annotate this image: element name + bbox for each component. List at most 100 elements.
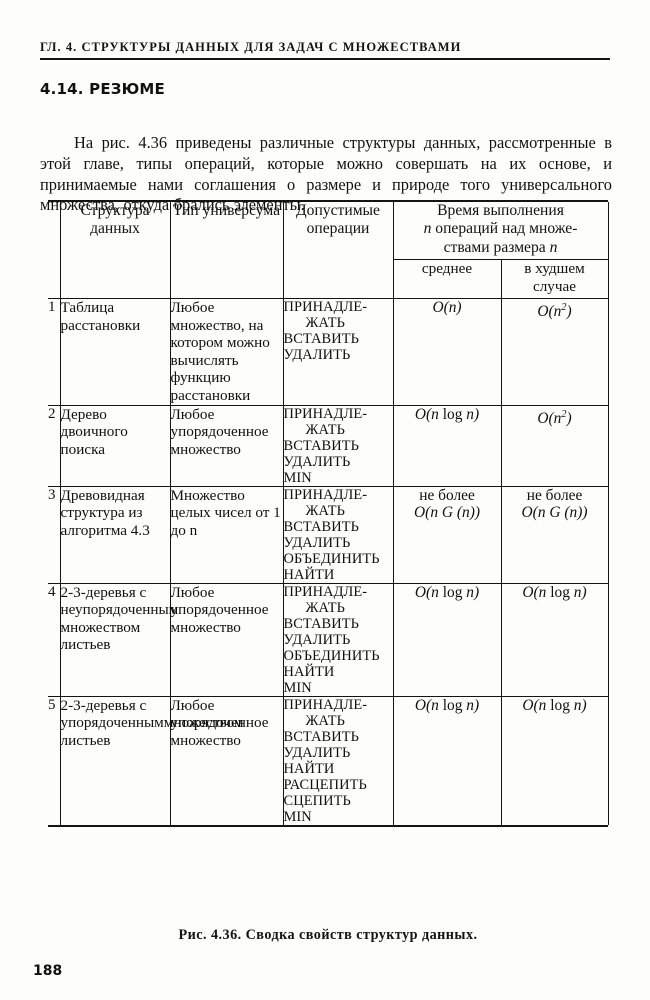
row-number: 4 [48,582,60,697]
header-performance-line3: ствами размера n [443,238,558,256]
row-number: 2 [48,404,60,487]
header-worst-line1: в худшем [524,260,585,277]
header-worst: в худшем случае [500,259,609,299]
cell-average: O(n) [392,298,502,406]
operation-item: ЖАТЬ [305,599,345,616]
operation-item: ПРИНАДЛЕ- [283,405,368,422]
cell-worst: O(n log n) [500,695,609,825]
cell-structure: 2-3-деревья с неупорядоченным множеством… [59,582,178,697]
average-value: O(n log n) [414,405,480,423]
average-value: O(n log n) [414,696,480,714]
table-header-row: Структура данных Тип универсума Допустим… [48,202,609,299]
cell-operations: ПРИНАДЛЕ- ЖАТЬ ВСТАВИТЬ УДАЛИТЬ MIN [282,404,394,487]
operation-item: ОБЪЕДИНИТЬ [283,550,380,567]
table-row: 5 2-3-деревья с упорядоченныммножеством … [48,695,609,825]
worst-value: O(n G (n)) [521,503,588,521]
rownum-blank-2 [48,260,60,299]
operation-item: ВСТАВИТЬ [283,331,360,347]
operation-item: УДАЛИТЬ [283,631,351,648]
cell-average: не более O(n G (n)) [392,485,502,584]
average-value: O(n G (n)) [414,503,480,521]
running-head-rule [40,58,610,60]
operation-item: ЖАТЬ [305,315,345,331]
operation-item: ЖАТЬ [305,712,345,729]
operation-item: ВСТАВИТЬ [283,615,360,632]
average-value: O(n) [432,299,462,316]
operation-item: MIN [283,679,312,696]
cell-operations: ПРИНАДЛЕ- ЖАТЬ ВСТАВИТЬ УДАЛИТЬ [282,298,394,406]
worst-value: O(n log n) [522,696,587,714]
header-performance-line2: n операций над множе- [423,220,578,238]
cell-structure: Древовидная структура из алгоритма 4.3 [59,485,171,584]
table-row: 4 2-3-деревья с неупорядоченным множеств… [48,582,609,697]
cell-worst: не более O(n G (n)) [500,485,609,584]
cell-worst: O(n2) [500,298,609,406]
cell-average: O(n log n) [392,404,502,487]
header-performance-line1: Время выполнения [437,202,564,219]
cell-universe: Любое упорядоченное множество [169,695,284,825]
operation-item: ОБЪЕДИНИТЬ [283,647,380,664]
operation-item: ВСТАВИТЬ [283,518,360,535]
operation-item: НАЙТИ [283,663,335,680]
cell-universe: Любое упорядоченное множество [169,404,284,487]
cell-structure: 2-3-деревья с упорядоченныммножеством ли… [59,695,244,825]
header-performance-group: Время выполнения n операций над множе- с… [392,202,609,260]
average-note: не более [419,486,475,504]
cell-operations: ПРИНАДЛЕ- ЖАТЬ ВСТАВИТЬ УДАЛИТЬ НАЙТИ РА… [282,695,394,825]
operation-item: УДАЛИТЬ [283,347,351,363]
header-operations: Допустимые операции [282,202,394,299]
worst-value: O(n2) [537,408,572,427]
cell-universe: Множество целых чисел от 1 до n [169,485,284,584]
cell-worst: O(n2) [500,404,609,487]
table-row: 2 Дерево двоичного поиска Любое упорядоч… [48,404,609,487]
operation-item: MIN [283,808,312,825]
running-head-text: ГЛ. 4. СТРУКТУРЫ ДАННЫХ ДЛЯ ЗАДАЧ С МНОЖ… [40,40,462,54]
table-subheader-row: среднее в худшем случае [48,259,609,299]
table-row: 1 Таблица расстановки Любое множество, н… [48,298,609,406]
worst-value: O(n2) [537,302,572,321]
operation-item: УДАЛИТЬ [283,534,351,551]
operation-item: ЖАТЬ [305,421,345,438]
cell-operations: ПРИНАДЛЕ- ЖАТЬ ВСТАВИТЬ УДАЛИТЬ ОБЪЕДИНИ… [282,485,394,584]
cell-universe: Любое упорядоченное множество [169,582,284,697]
worst-note: не более [526,486,583,504]
worst-value: O(n log n) [522,583,587,601]
header-universe: Тип универсума [169,202,284,299]
operation-item: ПРИНАДЛЕ- [283,299,368,315]
operation-item: УДАЛИТЬ [283,453,351,470]
operation-item: УДАЛИТЬ [283,744,351,761]
rownum-blank [48,202,60,260]
row-number: 1 [48,298,60,406]
operation-item: MIN [283,469,312,486]
header-average: среднее [392,259,502,299]
header-worst-line2: случае [532,277,577,295]
cell-structure: Дерево двоичного поиска [59,404,171,487]
row-number: 5 [48,695,60,825]
figure-4-36: Структура данных Тип универсума Допустим… [48,200,609,827]
section-heading: 4.14. РЕЗЮМЕ [40,80,166,98]
row-number: 3 [48,485,60,584]
table-row: 3 Древовидная структура из алгоритма 4.3… [48,485,609,584]
operation-item: ПРИНАДЛЕ- [283,696,368,713]
cell-structure: Таблица расстановки [59,298,171,406]
cell-universe: Любое множество, на котором можно вычисл… [169,298,284,406]
operation-item: ВСТАВИТЬ [283,437,360,454]
running-head: ГЛ. 4. СТРУКТУРЫ ДАННЫХ ДЛЯ ЗАДАЧ С МНОЖ… [40,40,610,60]
operation-item: ПРИНАДЛЕ- [283,486,368,503]
table-top-rule [48,200,608,202]
cell-worst: O(n log n) [500,582,609,697]
summary-table: Структура данных Тип универсума Допустим… [48,202,609,825]
header-structure: Структура данных [59,202,171,299]
page-number: 188 [33,963,63,979]
operation-item: СЦЕПИТЬ [283,792,351,809]
operation-item: ЖАТЬ [305,502,345,519]
operation-item: НАЙТИ [283,760,335,777]
cell-average: O(n log n) [392,695,502,825]
cell-average: O(n log n) [392,582,502,697]
table-bottom-rule [48,824,608,827]
operation-item: ВСТАВИТЬ [283,728,360,745]
cell-operations: ПРИНАДЛЕ- ЖАТЬ ВСТАВИТЬ УДАЛИТЬ ОБЪЕДИНИ… [282,582,394,697]
average-value: O(n log n) [414,583,480,601]
operation-item: НАЙТИ [283,566,335,583]
